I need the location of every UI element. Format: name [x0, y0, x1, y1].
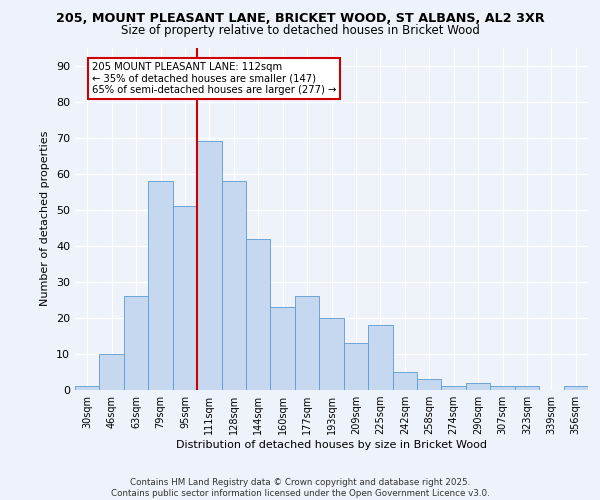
Bar	[221, 181, 246, 390]
Bar	[100, 354, 124, 390]
Text: 205 MOUNT PLEASANT LANE: 112sqm
← 35% of detached houses are smaller (147)
65% o: 205 MOUNT PLEASANT LANE: 112sqm ← 35% of…	[92, 62, 337, 95]
Bar	[466, 383, 490, 390]
Text: Contains HM Land Registry data © Crown copyright and database right 2025.
Contai: Contains HM Land Registry data © Crown c…	[110, 478, 490, 498]
Bar	[344, 343, 368, 390]
Bar	[197, 141, 221, 390]
Bar	[392, 372, 417, 390]
Text: 205, MOUNT PLEASANT LANE, BRICKET WOOD, ST ALBANS, AL2 3XR: 205, MOUNT PLEASANT LANE, BRICKET WOOD, …	[56, 12, 544, 26]
Bar	[173, 206, 197, 390]
Bar	[271, 307, 295, 390]
Bar	[515, 386, 539, 390]
Bar	[148, 181, 173, 390]
Bar	[563, 386, 588, 390]
Bar	[490, 386, 515, 390]
Bar	[295, 296, 319, 390]
Bar	[75, 386, 100, 390]
Bar	[124, 296, 148, 390]
Bar	[368, 325, 392, 390]
Y-axis label: Number of detached properties: Number of detached properties	[40, 131, 50, 306]
Text: Size of property relative to detached houses in Bricket Wood: Size of property relative to detached ho…	[121, 24, 479, 37]
Bar	[417, 379, 442, 390]
Bar	[319, 318, 344, 390]
Bar	[246, 238, 271, 390]
Bar	[442, 386, 466, 390]
X-axis label: Distribution of detached houses by size in Bricket Wood: Distribution of detached houses by size …	[176, 440, 487, 450]
